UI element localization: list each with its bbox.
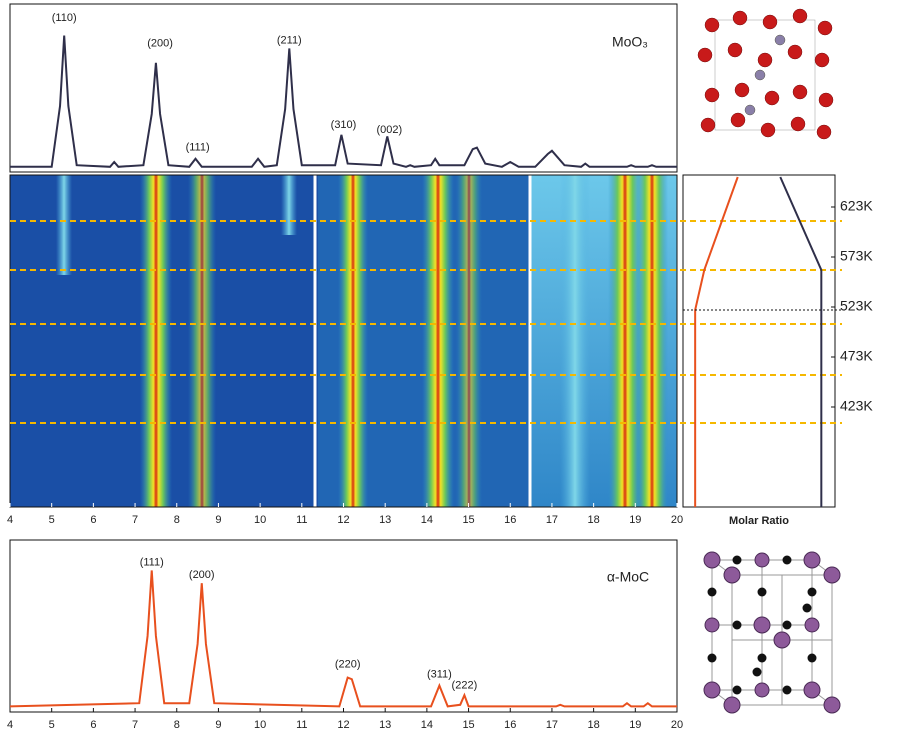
peak-label: (110)	[52, 12, 77, 24]
x-tick-label: 9	[215, 514, 221, 526]
x-tick-label: 19	[629, 514, 641, 526]
x-tick-label: 8	[174, 719, 180, 731]
x-tick-label: 10	[254, 514, 266, 526]
x-tick-label: 15	[462, 514, 474, 526]
x-tick-label: 16	[504, 719, 516, 731]
x-tick-label: 4	[7, 719, 13, 731]
x-tick-label: 14	[421, 514, 433, 526]
bottom-frame	[9, 539, 678, 713]
x-tick-label: 14	[421, 719, 433, 731]
peak-label: (111)	[140, 556, 164, 568]
x-tick-label: 11	[296, 719, 307, 731]
ratio-line	[694, 176, 739, 507]
x-tick-label: 6	[90, 719, 96, 731]
peak-label: (311)	[427, 668, 452, 680]
x-tick-label: 12	[337, 514, 349, 526]
peak-label: (211)	[277, 34, 302, 46]
x-tick-label: 18	[588, 719, 600, 731]
x-tick-label: 6	[90, 514, 96, 526]
peak-label: (220)	[335, 659, 361, 671]
peak-label: (310)	[331, 119, 357, 131]
ratio-frame	[682, 174, 836, 508]
peak-label: (111)	[186, 142, 210, 154]
top-frame	[9, 3, 678, 173]
x-tick-label: 9	[215, 719, 221, 731]
x-tick-label: 20	[671, 514, 683, 526]
x-tick-label: 17	[546, 514, 558, 526]
phase-label: α-MoC	[607, 569, 649, 585]
x-tick-label: 13	[379, 514, 391, 526]
x-tick-label: 17	[546, 719, 558, 731]
diffraction-line	[10, 35, 677, 168]
x-tick-label: 20	[671, 719, 683, 731]
x-tick-label: 13	[379, 719, 391, 731]
x-tick-label: 5	[49, 514, 55, 526]
y-tick-label: 423K	[840, 398, 873, 414]
x-axis-label: Molar Ratio	[729, 515, 789, 527]
diffraction-line	[9, 570, 677, 708]
x-tick-label: 5	[49, 719, 55, 731]
peak-label: (200)	[147, 38, 173, 50]
y-tick-label: 523K	[840, 298, 873, 314]
x-tick-label: 12	[337, 719, 349, 731]
phase-label: MoO₃	[612, 34, 648, 50]
x-tick-label: 19	[629, 719, 641, 731]
moo3-structure	[697, 8, 834, 140]
x-tick-label: 7	[132, 514, 138, 526]
y-tick-label: 573K	[840, 248, 873, 264]
peak-label: (200)	[189, 569, 215, 581]
x-tick-label: 16	[504, 514, 516, 526]
y-tick-label: 623K	[840, 198, 873, 214]
x-tick-label: 10	[254, 719, 266, 731]
moc-structure	[703, 551, 841, 714]
peak-label: (222)	[452, 680, 478, 692]
x-tick-label: 18	[588, 514, 600, 526]
x-tick-label: 11	[296, 514, 307, 526]
ratio-line	[779, 176, 823, 507]
x-tick-label: 7	[132, 719, 138, 731]
heatmap	[9, 174, 678, 508]
x-tick-label: 15	[462, 719, 474, 731]
peak-label: (002)	[377, 124, 403, 136]
x-tick-label: 8	[174, 514, 180, 526]
x-tick-label: 4	[7, 514, 13, 526]
y-tick-label: 473K	[840, 348, 873, 364]
